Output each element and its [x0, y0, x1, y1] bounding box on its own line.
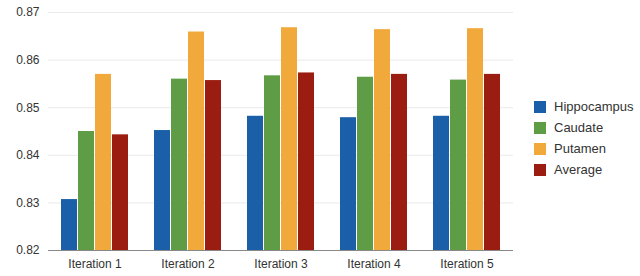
html-text:Hippocampus: Hippocampus: [554, 99, 634, 114]
svg-text:0.85: 0.85: [16, 101, 40, 115]
svg-text:Iteration 1: Iteration 1: [68, 257, 122, 271]
svg-text:Iteration 5: Iteration 5: [440, 257, 494, 271]
html-text:Average: Average: [554, 162, 603, 177]
svg-text:0.83: 0.83: [16, 196, 40, 210]
svg-text:0.82: 0.82: [16, 243, 40, 257]
html-text:Putamen: Putamen: [554, 141, 606, 156]
svg-text:Iteration 2: Iteration 2: [161, 257, 215, 271]
svg-text:0.86: 0.86: [16, 53, 40, 67]
svg-text:Iteration 4: Iteration 4: [347, 257, 401, 271]
svg-text:0.87: 0.87: [16, 5, 40, 19]
html-text:Caudate: Caudate: [554, 120, 604, 135]
svg-text:Iteration 3: Iteration 3: [254, 257, 308, 271]
svg-text:0.84: 0.84: [16, 148, 40, 162]
